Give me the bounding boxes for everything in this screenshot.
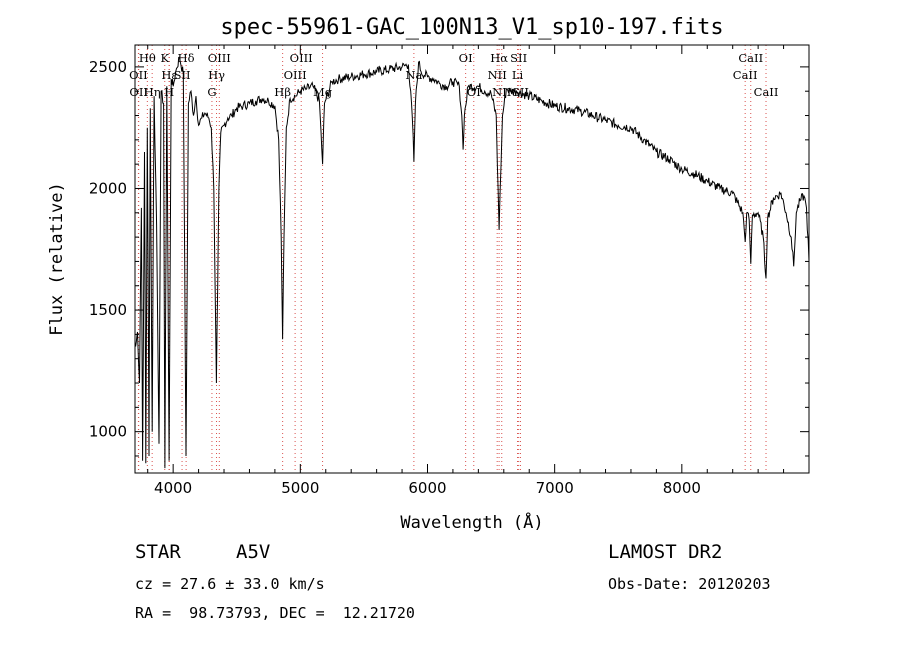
redshift-cz: cz = 27.6 ± 33.0 km/s	[135, 575, 325, 593]
line-label: NII	[492, 85, 511, 99]
y-tick-label: 2500	[89, 58, 127, 76]
line-label: Hε	[161, 68, 177, 82]
object-subclass: A5V	[236, 541, 271, 563]
line-label: Hθ	[139, 51, 156, 65]
x-tick-label: 6000	[408, 479, 446, 497]
x-tick-label: 7000	[536, 479, 574, 497]
x-tick-label: 4000	[154, 479, 192, 497]
line-label: SII	[512, 85, 529, 99]
line-label: OI	[467, 85, 481, 99]
line-label: Na	[405, 68, 422, 82]
object-class: STAR	[135, 541, 181, 563]
ra-dec: RA = 98.73793, DEC = 12.21720	[135, 604, 415, 622]
line-label: Hδ	[178, 51, 195, 65]
line-label: Hβ	[274, 85, 291, 99]
axis-ticks: 4000 5000 6000 7000 8000 1000 1500 2000 2500	[89, 45, 809, 497]
x-tick-label: 5000	[281, 479, 319, 497]
line-label: SII	[510, 51, 527, 65]
survey-name: LAMOST DR2	[608, 541, 723, 563]
chart-title: spec-55961-GAC_100N13_V1_sp10-197.fits	[220, 15, 723, 40]
line-label: Mg	[313, 85, 333, 99]
line-label: H	[164, 85, 174, 99]
line-label: G	[207, 85, 216, 99]
line-label: CaII	[733, 68, 758, 82]
line-markers	[137, 45, 767, 473]
obs-date: Obs-Date: 20120203	[608, 575, 771, 593]
spectrum-chart: spec-55961-GAC_100N13_V1_sp10-197.fits 4…	[47, 15, 810, 533]
line-label: OII	[129, 85, 148, 99]
y-axis-label: Flux (relative)	[47, 182, 67, 336]
line-label: OI	[459, 51, 473, 65]
line-label: Hη	[144, 85, 161, 99]
line-label: Hα	[490, 51, 508, 65]
line-label: OII	[129, 68, 148, 82]
line-label: OIII	[290, 51, 313, 65]
line-label: Li	[512, 68, 524, 82]
line-label: CaII	[754, 85, 779, 99]
line-label: OIII	[208, 51, 231, 65]
line-label: OIII	[284, 68, 307, 82]
spectrum-line	[135, 56, 810, 469]
line-label: NII	[488, 68, 507, 82]
line-label: SII	[174, 68, 191, 82]
line-label: Hγ	[208, 68, 225, 82]
x-tick-label: 8000	[663, 479, 701, 497]
line-label: CaII	[738, 51, 763, 65]
x-axis-label: Wavelength (Å)	[400, 511, 543, 533]
y-tick-label: 1500	[89, 301, 127, 319]
y-tick-label: 2000	[89, 179, 127, 197]
line-label: K	[160, 51, 169, 65]
y-tick-label: 1000	[89, 423, 127, 441]
